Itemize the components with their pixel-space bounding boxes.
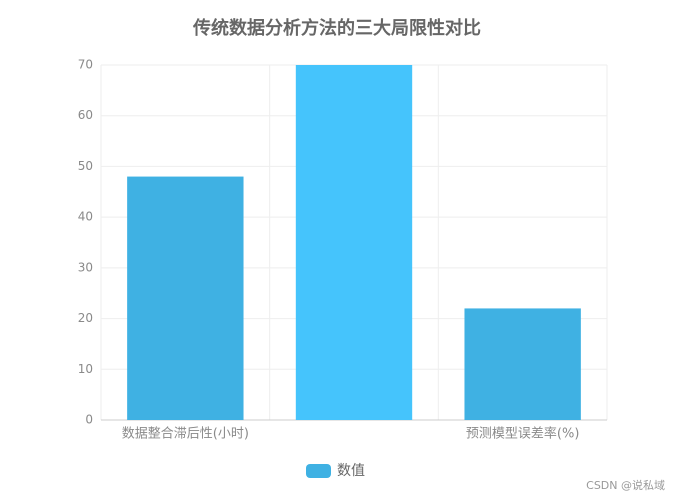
bar	[295, 65, 413, 420]
y-tick-label: 60	[78, 108, 93, 122]
y-tick-label: 30	[78, 260, 93, 274]
y-tick-label: 10	[78, 362, 93, 376]
y-tick-label: 50	[78, 159, 93, 173]
y-tick-label: 20	[78, 311, 93, 325]
legend-label: 数值	[337, 463, 365, 479]
y-tick-label: 0	[85, 413, 93, 427]
x-tick-label: 预测模型误差率(%)	[466, 426, 580, 442]
chart-title: 传统数据分析方法的三大局限性对比	[192, 17, 481, 39]
x-tick-label: 数据整合滞后性(小时)	[122, 427, 249, 442]
bar	[127, 176, 244, 420]
watermark: CSDN @说私域	[586, 478, 665, 492]
legend-swatch	[306, 464, 331, 478]
y-tick-label: 40	[78, 210, 93, 224]
y-tick-label: 70	[78, 58, 93, 72]
bar	[464, 308, 581, 420]
